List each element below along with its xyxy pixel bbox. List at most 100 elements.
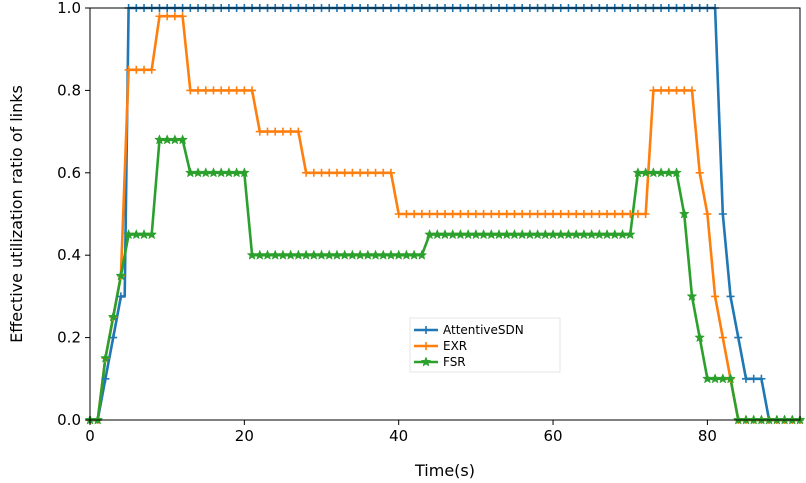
data-point: [370, 249, 381, 260]
data-point: [586, 228, 598, 240]
data-point: [401, 249, 412, 260]
data-point: [348, 168, 357, 177]
data-point: [447, 228, 459, 240]
data-point: [718, 210, 727, 218]
data-point: [657, 86, 666, 95]
data-point: [649, 86, 658, 95]
data-point: [420, 356, 432, 367]
data-point: [377, 249, 389, 260]
data-point: [686, 290, 698, 301]
data-point: [578, 228, 590, 240]
data-point: [302, 168, 311, 177]
y-axis-ticks: 0.0 0.2 0.4 0.6 0.8 1.0: [57, 0, 90, 429]
data-point: [502, 210, 511, 218]
data-point: [177, 134, 188, 145]
data-point: [478, 228, 489, 240]
data-point: [563, 228, 574, 240]
data-point: [371, 168, 380, 177]
data-point: [124, 65, 133, 74]
data-point: [609, 228, 621, 240]
data-point: [331, 249, 343, 260]
data-point: [564, 210, 573, 218]
data-point: [471, 210, 480, 218]
y-tick-label: 0.2: [57, 329, 81, 347]
data-point: [269, 249, 281, 260]
data-point: [555, 228, 567, 240]
data-point: [386, 168, 395, 177]
data-point: [254, 249, 266, 260]
data-point: [294, 127, 303, 136]
data-point: [309, 168, 318, 177]
data-point: [593, 228, 605, 240]
data-point: [410, 210, 419, 218]
data-point: [664, 86, 673, 95]
data-point: [316, 249, 327, 260]
data-point: [680, 86, 689, 95]
data-point: [487, 210, 496, 218]
data-point: [556, 210, 565, 218]
data-point: [663, 167, 675, 178]
data-point: [470, 228, 482, 240]
y-tick-label: 0.0: [57, 411, 81, 429]
data-point: [217, 86, 226, 95]
data-point: [655, 167, 667, 178]
data-point: [448, 210, 457, 218]
data-point: [416, 249, 428, 260]
x-tick-label: 20: [235, 427, 254, 445]
y-tick-label: 0.8: [57, 81, 81, 99]
data-point: [464, 210, 473, 218]
data-point: [192, 167, 204, 178]
data-point: [130, 228, 142, 240]
legend-label: FSR: [443, 355, 466, 369]
data-point: [695, 168, 704, 177]
x-tick-label: 40: [389, 427, 408, 445]
data-point: [209, 86, 218, 95]
data-point: [109, 333, 118, 342]
data-point: [439, 228, 451, 240]
data-point: [116, 292, 125, 301]
data-point: [694, 331, 706, 343]
data-point: [510, 210, 519, 218]
data-point: [757, 374, 766, 383]
data-point: [101, 374, 110, 383]
data-point: [711, 292, 720, 301]
data-point: [493, 228, 505, 240]
x-tick-label: 80: [698, 427, 717, 445]
data-point: [539, 228, 551, 240]
data-point: [308, 249, 320, 260]
data-point: [332, 168, 341, 177]
legend-label: AttentiveSDN: [443, 323, 524, 337]
data-point: [626, 210, 635, 218]
data-point: [232, 86, 241, 95]
data-point: [161, 134, 173, 145]
data-point: [169, 134, 181, 145]
data-point: [422, 342, 430, 350]
data-point: [533, 210, 542, 218]
data-point: [570, 228, 582, 240]
data-point: [323, 249, 335, 260]
data-point: [417, 210, 426, 218]
data-point: [300, 249, 312, 260]
y-tick-label: 0.4: [57, 246, 81, 264]
data-point: [647, 167, 659, 178]
data-point: [224, 86, 233, 95]
data-point: [749, 374, 758, 383]
data-point: [524, 228, 536, 240]
data-point: [709, 373, 721, 384]
data-point: [393, 249, 405, 260]
data-point: [155, 12, 164, 21]
data-point: [718, 333, 727, 342]
data-point: [215, 167, 227, 178]
data-point: [246, 249, 258, 260]
data-point: [208, 167, 219, 178]
data-point: [194, 86, 203, 95]
data-point: [433, 210, 442, 218]
data-point: [485, 228, 497, 240]
data-point: [549, 210, 558, 218]
data-point: [115, 270, 127, 281]
data-point: [263, 127, 272, 136]
data-point: [601, 228, 613, 240]
data-point: [147, 65, 156, 74]
x-axis-ticks: 0 20 40 60 80: [85, 420, 717, 445]
